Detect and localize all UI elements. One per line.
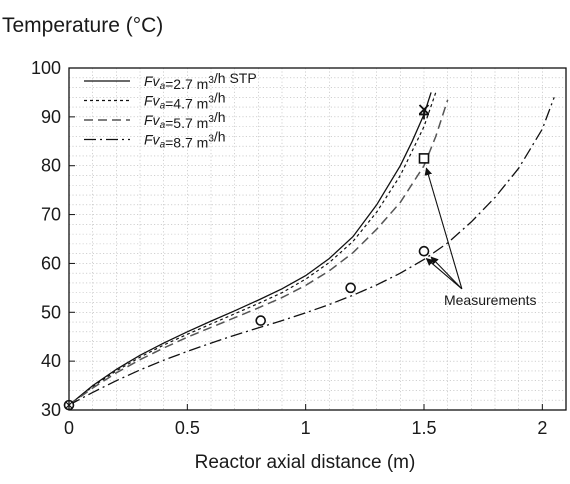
measurement-plus [419, 109, 429, 120]
y-tick-label: 80 [41, 156, 61, 176]
y-axis-title: Temperature (°C) [2, 14, 164, 37]
legend-label-4: Fva=8.7 m3/h [144, 129, 226, 151]
x-tick-label: 1.5 [411, 418, 436, 438]
x-axis-title: Reactor axial distance (m) [195, 452, 416, 473]
series-line-3 [68, 99, 449, 406]
annotation-arrow [430, 256, 463, 290]
plot-area-frame [68, 67, 567, 411]
y-tick-label: 40 [41, 351, 61, 371]
y-tick-label: 70 [41, 205, 61, 225]
y-tick-label: 100 [31, 58, 61, 78]
y-tick-label: 90 [41, 107, 61, 127]
x-tick-label: 0 [64, 418, 74, 438]
measurement-square [418, 153, 430, 164]
measurement-circle [255, 315, 267, 326]
y-tick-label: 60 [41, 253, 61, 273]
series-line-2 [68, 92, 437, 406]
annotation-arrow [424, 167, 463, 289]
annotation-label: Measurements [444, 292, 537, 308]
y-tick-label: 30 [41, 400, 61, 420]
y-tick-label: 50 [41, 302, 61, 322]
annotation-arrow [425, 258, 463, 290]
series-line-1 [68, 92, 432, 406]
measurement-circle [418, 245, 430, 257]
measurement-annotation: Measurements [424, 167, 537, 308]
legend-label-2: Fva=4.7 m3/h [144, 90, 226, 112]
legend-label-1: Fva=2.7 m3/h STP [144, 70, 257, 92]
x-tick-label: 1 [301, 418, 311, 438]
measurement-circle [345, 282, 356, 294]
series-lines [68, 92, 555, 406]
axis-ticks: 0 0.5 1 1.5 2 30 40 50 60 70 80 90 100 [31, 58, 547, 438]
x-tick-label: 0.5 [175, 418, 200, 438]
series-line-4 [68, 97, 555, 406]
x-tick-label: 2 [537, 418, 547, 438]
legend-label-3: Fva=5.7 m3/h [144, 109, 226, 131]
measurement-markers [63, 104, 430, 411]
